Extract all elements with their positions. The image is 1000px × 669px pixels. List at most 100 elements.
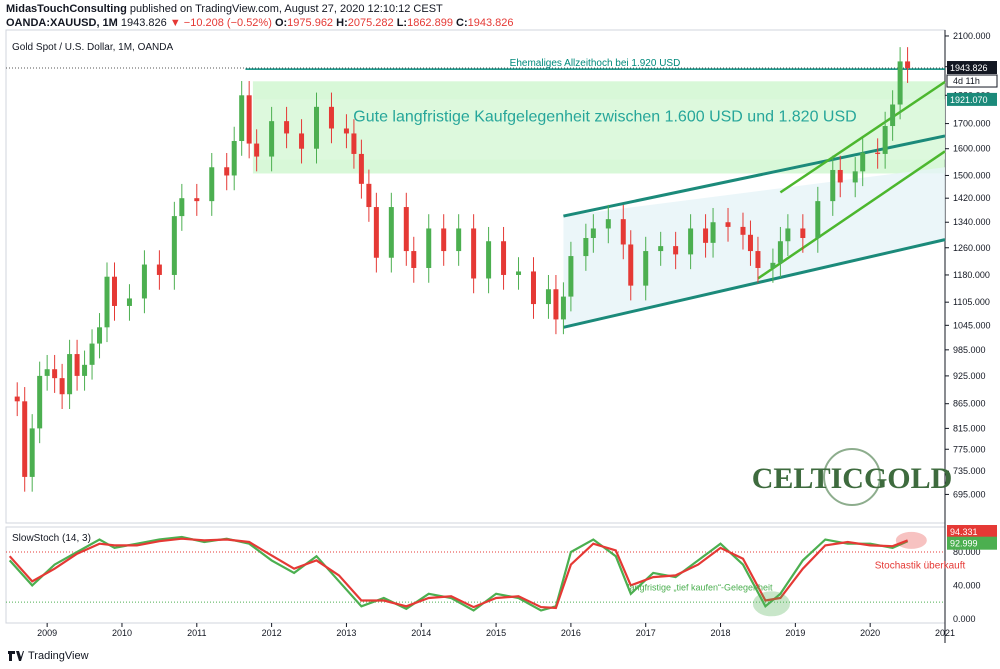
open-label: O:	[274, 17, 288, 29]
candle-body	[456, 228, 462, 252]
candle-body	[156, 264, 162, 275]
close-value: 1943.826	[467, 17, 514, 29]
candle-body	[441, 228, 447, 252]
publish-date: published on TradingView.com, August 27,…	[126, 3, 443, 15]
candle-body	[284, 121, 290, 134]
candle-body	[785, 228, 791, 242]
candle-body	[29, 428, 35, 477]
stoch-d-badge-text: 92.999	[950, 539, 978, 549]
candle-body	[860, 152, 866, 172]
time-tick-label: 2016	[561, 628, 581, 638]
time-tick-label: 2017	[636, 628, 656, 638]
channel-fill	[563, 167, 945, 328]
stoch-k-badge-text: 94.331	[950, 527, 978, 537]
high-value: 2075.282	[347, 17, 394, 29]
price-tick-label: 1420.000	[953, 193, 991, 203]
buy-zone-inner	[252, 99, 945, 160]
stoch-k-badge	[947, 525, 997, 539]
price-tick-label: 735.000	[953, 466, 986, 476]
candle-body	[643, 251, 649, 286]
time-tick-label: 2013	[336, 628, 356, 638]
symbol: OANDA:XAUUSD, 1M	[6, 17, 118, 29]
candle-body	[37, 375, 43, 429]
channel-lower	[563, 238, 946, 329]
candle-body	[837, 169, 843, 183]
price-tick-label: 1700.000	[953, 119, 991, 129]
time-tick-label: 2009	[37, 628, 57, 638]
price-change: ▼ −10.208 (−0.52%)	[169, 17, 272, 29]
price-tick-label: 1260.000	[953, 243, 991, 253]
candle-body	[269, 121, 275, 157]
stoch-d-line	[8, 537, 908, 610]
candle-body	[590, 228, 596, 239]
price-tick-label: 1180.000	[953, 270, 990, 280]
candle-body	[516, 271, 522, 275]
candle-body	[343, 128, 349, 134]
candle-body	[179, 198, 185, 217]
trend-upper	[779, 80, 946, 194]
candle-body	[366, 183, 372, 208]
candle-body	[560, 296, 566, 320]
trend-lower	[757, 150, 946, 280]
candle-body	[403, 207, 409, 252]
candle-body	[411, 251, 417, 268]
stoch-d-badge	[947, 536, 997, 550]
candle-body	[471, 228, 477, 279]
ath-annotation: Ehemaliges Allzeithoch bei 1.920 USD	[510, 58, 681, 69]
candle-body	[67, 354, 73, 395]
countdown-badge	[946, 74, 998, 88]
candle-body	[104, 276, 110, 328]
candle-body	[373, 207, 379, 258]
candle-body	[486, 241, 492, 279]
candle-body	[501, 241, 507, 275]
candle-body	[605, 219, 611, 229]
tradingview-logo-icon	[8, 651, 24, 661]
price-tick-label: 1045.000	[953, 320, 991, 330]
candle-body	[905, 61, 911, 69]
candle-body	[351, 133, 357, 154]
zone-annotation: Gute langfristige Kaufgelegenheit zwisch…	[353, 109, 856, 126]
candle-body	[239, 95, 245, 142]
time-tick-label: 2012	[262, 628, 282, 638]
osc-tick-label: 40.000	[953, 580, 981, 590]
candle-body	[82, 364, 88, 376]
candle-body	[882, 126, 888, 154]
candle-body	[628, 244, 634, 286]
publisher: MidasTouchConsulting	[6, 3, 127, 15]
last-price: 1943.826	[120, 17, 167, 29]
candle-body	[658, 246, 664, 252]
low-label: L:	[396, 17, 408, 29]
ohlc-legend: OANDA:XAUUSD, 1M 1943.826 ▼ −10.208 (−0.…	[6, 17, 514, 29]
candle-body	[426, 228, 432, 268]
candle-body	[254, 143, 260, 157]
time-tick-label: 2010	[112, 628, 132, 638]
high-label: H:	[336, 17, 348, 29]
candle-body	[553, 289, 559, 320]
time-tick-label: 2020	[860, 628, 880, 638]
chart-title: Gold Spot / U.S. Dollar, 1M, OANDA	[12, 42, 173, 53]
low-value: 1862.899	[407, 17, 453, 29]
time-tick-label: 2014	[411, 628, 431, 638]
last-price-badge	[947, 61, 997, 75]
osc-high-marker	[895, 531, 927, 549]
candle-body	[246, 95, 252, 144]
candle-body	[111, 276, 117, 306]
osc-tick-label: 0.000	[953, 614, 976, 624]
candle-body	[755, 251, 761, 268]
candle-body	[747, 234, 753, 252]
candle-body	[530, 271, 536, 305]
time-tick-label: 2019	[785, 628, 805, 638]
candle-body	[830, 169, 836, 202]
footer: TradingView	[8, 650, 89, 662]
candle-body	[141, 264, 147, 299]
candle-body	[815, 201, 821, 239]
candle-body	[897, 61, 903, 105]
candle-body	[358, 153, 364, 184]
candle-body	[74, 354, 80, 376]
osc-title: SlowStoch (14, 3)	[12, 533, 91, 544]
level-badge-text: 1921.070	[950, 95, 988, 105]
close-label: C:	[456, 17, 468, 29]
last-price-badge-text: 1943.826	[950, 63, 988, 73]
osc-tick-label: 80.000	[953, 547, 981, 557]
